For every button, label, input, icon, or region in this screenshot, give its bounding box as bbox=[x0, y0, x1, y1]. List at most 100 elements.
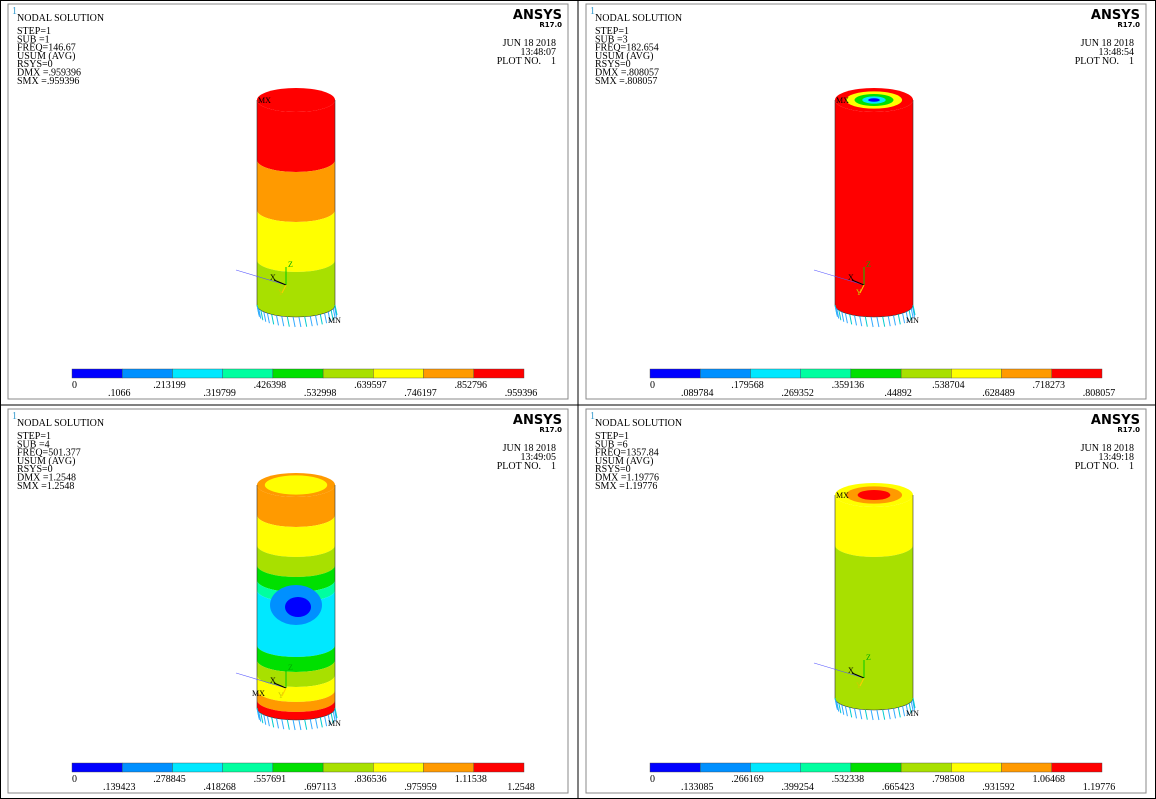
legend-swatch bbox=[801, 763, 851, 772]
legend-swatch bbox=[273, 369, 323, 378]
legend-swatch bbox=[1002, 369, 1052, 378]
legend-swatch bbox=[122, 369, 172, 378]
legend-swatch bbox=[223, 369, 273, 378]
plot-number: PLOT NO. 1 bbox=[497, 461, 556, 472]
legend-swatch bbox=[700, 763, 750, 772]
legend-swatch bbox=[901, 763, 951, 772]
legend-swatch bbox=[1052, 369, 1102, 378]
legend-swatch bbox=[72, 763, 122, 772]
legend-label: .852796 bbox=[455, 380, 488, 391]
triad-label: Z bbox=[866, 653, 871, 662]
legend-swatch bbox=[223, 763, 273, 772]
min-label: MN bbox=[906, 709, 919, 718]
legend-label: .213199 bbox=[153, 380, 186, 391]
plot-title: NODAL SOLUTION bbox=[595, 418, 682, 429]
triad-label: X bbox=[848, 666, 854, 675]
legend-swatch bbox=[373, 763, 423, 772]
info-line: SMX =.959396 bbox=[17, 76, 79, 87]
legend-label: .931592 bbox=[982, 782, 1015, 793]
legend-label: .089784 bbox=[681, 388, 714, 399]
legend-label: .665423 bbox=[882, 782, 915, 793]
legend-label: 1.06468 bbox=[1033, 774, 1066, 785]
contour-band bbox=[835, 545, 913, 710]
triad-label: Y bbox=[856, 681, 862, 690]
plot-number: PLOT NO. 1 bbox=[1075, 56, 1134, 67]
legend-swatch bbox=[750, 369, 800, 378]
legend-swatch bbox=[951, 763, 1001, 772]
legend-swatch bbox=[750, 763, 800, 772]
legend-swatch bbox=[901, 369, 951, 378]
legend-label: .628489 bbox=[982, 388, 1015, 399]
max-label: MX bbox=[258, 96, 271, 105]
result-panel: 1NODAL SOLUTIONSTEP=1SUB =4FREQ=501.377U… bbox=[8, 409, 568, 793]
legend-label: .269352 bbox=[781, 388, 814, 399]
info-line: SMX =1.19776 bbox=[595, 481, 657, 492]
legend-swatch bbox=[273, 763, 323, 772]
triad-label: Z bbox=[288, 260, 293, 269]
triad-label: Y bbox=[856, 288, 862, 297]
legend-swatch bbox=[373, 369, 423, 378]
min-label: MN bbox=[906, 316, 919, 325]
legend-swatch bbox=[122, 763, 172, 772]
legend-label: .975959 bbox=[404, 782, 437, 793]
legend-label: .532338 bbox=[832, 774, 865, 785]
legend-label: .959396 bbox=[505, 388, 538, 399]
legend-swatch bbox=[700, 369, 750, 378]
legend-label: .746197 bbox=[404, 388, 437, 399]
top-face-ring bbox=[858, 490, 891, 500]
max-label: MX bbox=[836, 96, 849, 105]
legend-label: 0 bbox=[650, 774, 655, 785]
legend-label: .697113 bbox=[304, 782, 336, 793]
legend-label: .798508 bbox=[932, 774, 965, 785]
legend-swatch bbox=[323, 369, 373, 378]
triad-label: Z bbox=[866, 260, 871, 269]
legend-label: .557691 bbox=[254, 774, 287, 785]
legend-label: 0 bbox=[72, 380, 77, 391]
triad-label: Y bbox=[278, 691, 284, 700]
legend-label: .179568 bbox=[731, 380, 764, 391]
contour-blob bbox=[285, 597, 311, 617]
legend-label: .426398 bbox=[254, 380, 287, 391]
version: R17.0 bbox=[1117, 426, 1140, 434]
info-line: SMX =.808057 bbox=[595, 76, 657, 87]
legend-label: 1.19776 bbox=[1083, 782, 1116, 793]
legend-swatch bbox=[650, 763, 700, 772]
legend-label: .278845 bbox=[153, 774, 186, 785]
top-face-ring bbox=[265, 475, 327, 494]
plot-title: NODAL SOLUTION bbox=[17, 418, 104, 429]
legend-label: .718273 bbox=[1033, 380, 1066, 391]
min-label: MN bbox=[328, 719, 341, 728]
legend-label: .319799 bbox=[203, 388, 236, 399]
result-panel: 1NODAL SOLUTIONSTEP=1SUB =1FREQ=146.67US… bbox=[8, 4, 568, 399]
legend-swatch bbox=[172, 763, 222, 772]
legend-swatch bbox=[172, 369, 222, 378]
legend-label: .44892 bbox=[884, 388, 912, 399]
max-label: MX bbox=[836, 491, 849, 500]
plot-title: NODAL SOLUTION bbox=[595, 13, 682, 24]
min-label: MN bbox=[328, 316, 341, 325]
legend-swatch bbox=[650, 369, 700, 378]
version: R17.0 bbox=[539, 426, 562, 434]
triad-label: Z bbox=[288, 663, 293, 672]
legend-label: .359136 bbox=[832, 380, 865, 391]
legend-label: .532998 bbox=[304, 388, 337, 399]
triad-label: X bbox=[270, 273, 276, 282]
legend-swatch bbox=[951, 369, 1001, 378]
legend-swatch bbox=[474, 763, 524, 772]
legend-label: .836536 bbox=[354, 774, 387, 785]
legend-label: .399254 bbox=[781, 782, 814, 793]
contour-band bbox=[835, 100, 913, 317]
legend-swatch bbox=[1052, 763, 1102, 772]
triad-label: X bbox=[848, 273, 854, 282]
plot-number: PLOT NO. 1 bbox=[1075, 461, 1134, 472]
legend-label: 1.11538 bbox=[455, 774, 487, 785]
legend-label: .139423 bbox=[103, 782, 136, 793]
legend-swatch bbox=[424, 763, 474, 772]
legend-label: 1.2548 bbox=[507, 782, 535, 793]
max-label: MX bbox=[252, 689, 265, 698]
triad-label: Y bbox=[278, 288, 284, 297]
version: R17.0 bbox=[1117, 21, 1140, 29]
screenshot: 1NODAL SOLUTIONSTEP=1SUB =1FREQ=146.67US… bbox=[0, 0, 1156, 799]
legend-label: .538704 bbox=[932, 380, 965, 391]
legend-swatch bbox=[801, 369, 851, 378]
